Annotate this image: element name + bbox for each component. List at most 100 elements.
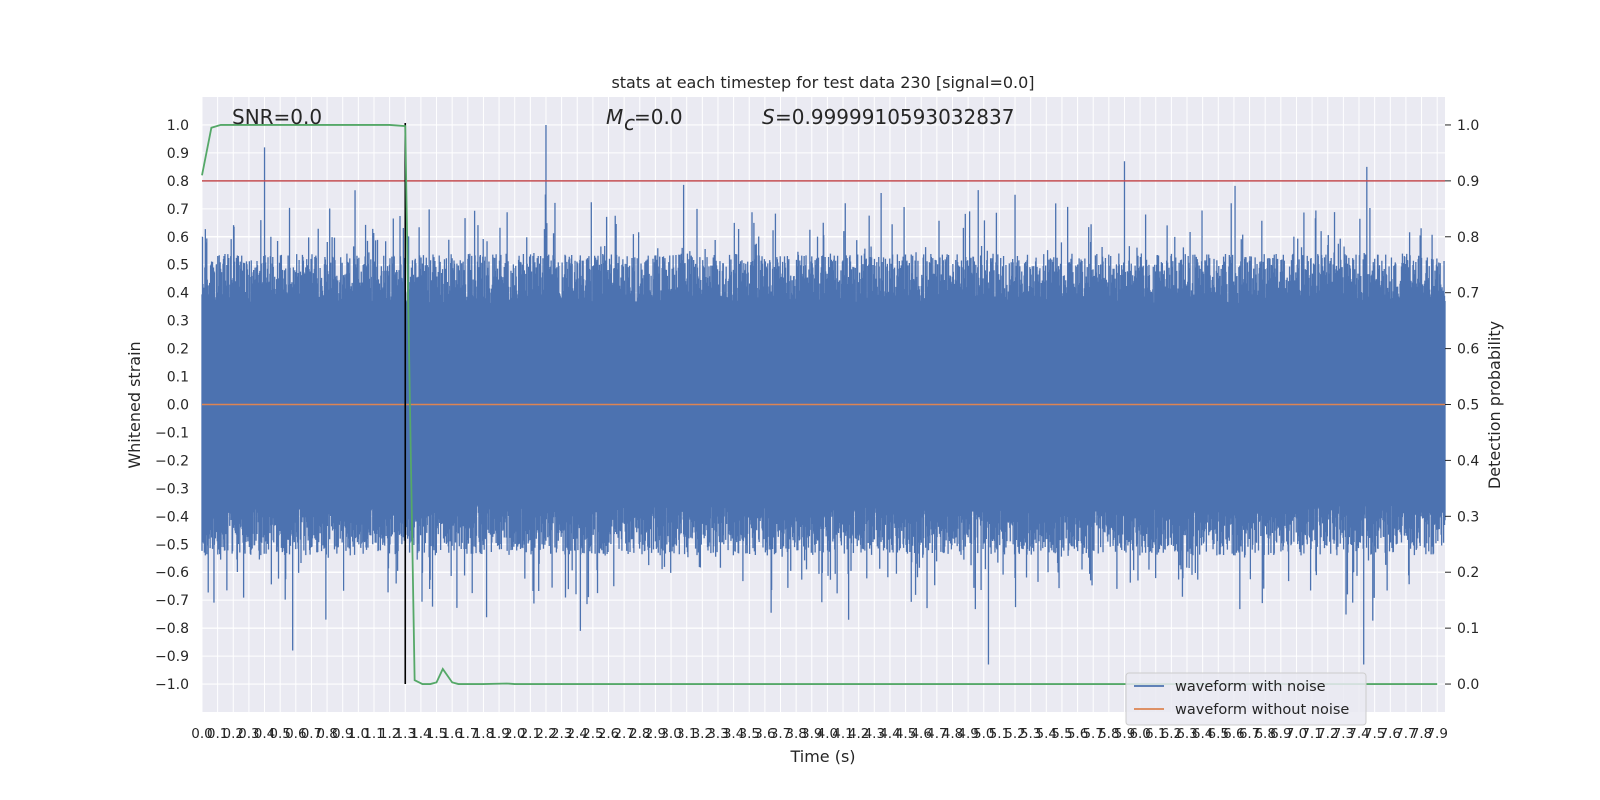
x-tick-label: 5.3 — [1020, 726, 1041, 742]
x-tick-label: 3.3 — [707, 726, 728, 742]
x-tick-label: 7.6 — [1380, 726, 1401, 742]
y2-tick-label: 1.0 — [1457, 118, 1479, 134]
x-tick-label: 1.7 — [457, 726, 478, 742]
detection-probability-line — [201, 124, 1438, 685]
x-tick-label: 3.4 — [723, 726, 744, 742]
y-tick-label: 0.7 — [167, 202, 189, 218]
x-tick-label: 7.9 — [1426, 726, 1447, 742]
x-tick-label: 5.6 — [1067, 726, 1088, 742]
y-tick-label: 1.0 — [167, 118, 189, 134]
x-tick-label: 7.2 — [1317, 726, 1338, 742]
x-tick-label: 6.0 — [1129, 726, 1150, 742]
overlay-lines — [201, 122, 1445, 685]
y2-tick-label: 0.0 — [1457, 677, 1479, 693]
x-tick-label: 0.1 — [207, 726, 228, 742]
y-tick-label: −0.9 — [155, 649, 189, 665]
x-tick-label: 1.6 — [441, 726, 462, 742]
x-ticks: 0.00.10.20.30.40.50.60.70.80.91.01.11.21… — [191, 726, 1448, 742]
chirp-mass-value: =0.0 — [634, 105, 683, 129]
chirp-mass-annotation: M c =0.0 — [606, 105, 683, 135]
x-tick-label: 4.7 — [926, 726, 947, 742]
x-tick-label: 0.4 — [254, 726, 275, 742]
y-tick-label: −0.8 — [155, 621, 189, 637]
y2-tick-label: 0.1 — [1457, 621, 1479, 637]
y2-tick-label: 0.8 — [1457, 230, 1479, 246]
x-tick-label: 1.2 — [379, 726, 400, 742]
svg-text:M: M — [606, 105, 623, 129]
x-tick-label: 4.0 — [817, 726, 838, 742]
x-tick-label: 3.7 — [770, 726, 791, 742]
x-tick-label: 3.8 — [785, 726, 806, 742]
x-tick-label: 2.7 — [613, 726, 634, 742]
x-tick-label: 4.4 — [879, 726, 900, 742]
x-tick-label: 4.6 — [910, 726, 931, 742]
x-tick-label: 4.3 — [864, 726, 885, 742]
x-tick-label: 5.2 — [1004, 726, 1025, 742]
x-tick-label: 5.4 — [1036, 726, 1057, 742]
x-tick-label: 2.3 — [551, 726, 572, 742]
x-tick-label: 7.0 — [1286, 726, 1307, 742]
x-tick-label: 6.8 — [1254, 726, 1275, 742]
x-tick-label: 6.6 — [1223, 726, 1244, 742]
y2-tick-label: 0.6 — [1457, 342, 1479, 358]
x-tick-label: 5.5 — [1051, 726, 1072, 742]
y-tick-label: 0.9 — [167, 146, 189, 162]
legend-box — [1125, 672, 1367, 726]
x-tick-label: 0.5 — [269, 726, 290, 742]
y-tick-label: −0.2 — [155, 453, 189, 469]
x-tick-label: 1.8 — [473, 726, 494, 742]
x-tick-label: 0.8 — [316, 726, 337, 742]
x-tick-label: 2.1 — [520, 726, 541, 742]
score-annotation: S =0.9999910593032837 — [762, 105, 1014, 129]
x-tick-label: 0.0 — [191, 726, 212, 742]
x-tick-label: 6.7 — [1239, 726, 1260, 742]
x-tick-label: 4.9 — [957, 726, 978, 742]
x-tick-label: 3.9 — [801, 726, 822, 742]
y2-tick-label: 0.2 — [1457, 565, 1479, 581]
x-tick-label: 0.6 — [285, 726, 306, 742]
y-axis-label: Whitened strain — [125, 341, 144, 468]
x-tick-label: 3.6 — [754, 726, 775, 742]
x-axis-label: Time (s) — [789, 747, 855, 766]
x-tick-label: 2.0 — [504, 726, 525, 742]
legend-label-noise: waveform with noise — [1175, 679, 1326, 695]
x-tick-label: 4.2 — [848, 726, 869, 742]
noise-waveform-path — [201, 124, 1446, 665]
y-tick-label: 0.8 — [167, 174, 189, 190]
x-tick-label: 1.3 — [395, 726, 416, 742]
x-tick-label: 2.6 — [598, 726, 619, 742]
snr-annotation: SNR=0.0 — [232, 105, 322, 129]
score-value: =0.9999910593032837 — [775, 105, 1014, 129]
x-tick-label: 5.9 — [1114, 726, 1135, 742]
y-tick-label: 0.3 — [167, 314, 189, 330]
x-tick-label: 5.0 — [973, 726, 994, 742]
legend-label-clean: waveform without noise — [1175, 702, 1349, 718]
y-tick-label: −0.3 — [155, 481, 189, 497]
x-tick-label: 3.0 — [660, 726, 681, 742]
x-tick-label: 2.5 — [582, 726, 603, 742]
x-tick-label: 0.9 — [332, 726, 353, 742]
y-axis-label-right: Detection probability — [1485, 321, 1504, 489]
x-tick-label: 6.5 — [1208, 726, 1229, 742]
svg-text:S: S — [762, 105, 775, 129]
x-tick-label: 5.8 — [1098, 726, 1119, 742]
y2-tick-label: 0.9 — [1457, 174, 1479, 190]
y-tick-label: −0.1 — [155, 425, 189, 441]
y-ticks-left: −1.0 −0.9 −0.8 −0.7 −0.6 −0.5 −0.4 −0.3 −0.2 −0.1… — [155, 118, 189, 693]
y2-tick-label: 0.4 — [1457, 453, 1479, 469]
x-tick-label: 4.5 — [895, 726, 916, 742]
y-tick-label: −0.7 — [155, 593, 189, 609]
y-tick-label: −0.6 — [155, 565, 189, 581]
svg-text:c: c — [624, 111, 635, 135]
x-tick-label: 5.1 — [989, 726, 1010, 742]
x-tick-label: 7.1 — [1301, 726, 1322, 742]
y2-tick-label: 0.5 — [1457, 398, 1479, 414]
y-tick-label: 0.6 — [167, 230, 189, 246]
y-tick-label: 0.2 — [167, 342, 189, 358]
x-tick-label: 4.8 — [942, 726, 963, 742]
x-tick-label: 7.5 — [1364, 726, 1385, 742]
x-tick-label: 4.1 — [832, 726, 853, 742]
x-tick-label: 1.5 — [426, 726, 447, 742]
y-tick-label: −0.4 — [155, 509, 189, 525]
x-tick-label: 2.8 — [629, 726, 650, 742]
